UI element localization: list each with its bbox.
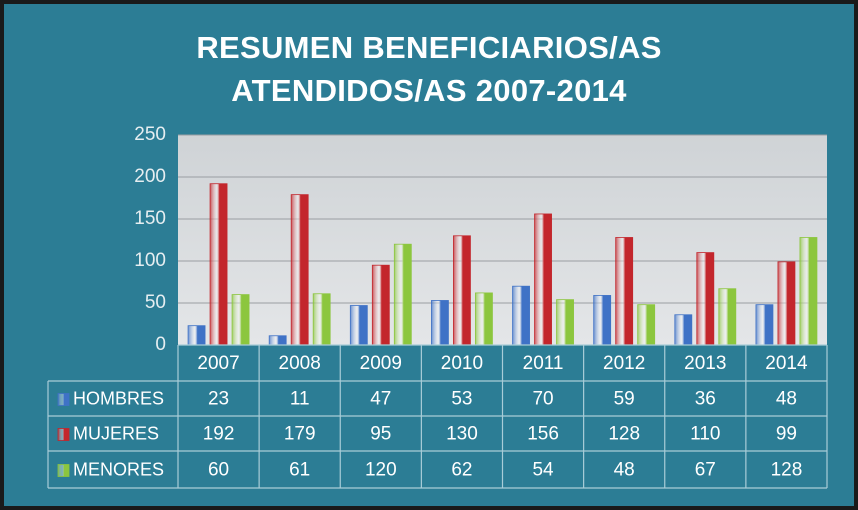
table-value: 61 bbox=[289, 460, 310, 481]
y-tick-label: 100 bbox=[134, 250, 166, 271]
bar bbox=[268, 335, 287, 346]
bar bbox=[475, 292, 493, 346]
bar bbox=[615, 237, 634, 346]
bar bbox=[556, 299, 574, 346]
bar bbox=[755, 304, 774, 346]
legend-label: HOMBRES bbox=[73, 388, 164, 408]
table-value: 67 bbox=[695, 460, 716, 481]
bar bbox=[593, 295, 612, 346]
table-value: 62 bbox=[451, 460, 472, 481]
table-value: 192 bbox=[203, 424, 235, 445]
x-tick-label: 2013 bbox=[684, 353, 726, 374]
x-tick-label: 2011 bbox=[523, 353, 564, 374]
bar bbox=[718, 288, 737, 346]
table-value: 99 bbox=[776, 424, 797, 445]
table-value: 53 bbox=[451, 389, 472, 410]
table-value: 36 bbox=[695, 389, 716, 410]
bar bbox=[209, 183, 228, 346]
table-value: 23 bbox=[208, 389, 229, 410]
table-value: 95 bbox=[370, 424, 391, 445]
bar bbox=[534, 213, 552, 346]
bar bbox=[349, 305, 368, 346]
bar bbox=[393, 243, 412, 346]
table-value: 110 bbox=[690, 424, 720, 445]
bar bbox=[674, 314, 693, 346]
x-tick-label: 2008 bbox=[279, 353, 321, 374]
bar bbox=[777, 261, 796, 346]
y-tick-label: 150 bbox=[134, 208, 166, 229]
table-value: 54 bbox=[532, 460, 554, 481]
bar bbox=[637, 304, 656, 346]
table-value: 48 bbox=[776, 389, 797, 410]
table-value: 70 bbox=[532, 389, 553, 410]
table-value: 120 bbox=[365, 460, 397, 481]
x-tick-label: 2010 bbox=[441, 353, 483, 374]
bar bbox=[453, 235, 471, 346]
table-value: 47 bbox=[370, 389, 391, 410]
bar bbox=[231, 294, 250, 346]
table-value: 130 bbox=[446, 424, 478, 445]
bar bbox=[431, 300, 449, 346]
x-tick-label: 2012 bbox=[603, 353, 645, 374]
bar bbox=[371, 264, 390, 346]
legend-label: MENORES bbox=[73, 459, 164, 479]
table-value: 156 bbox=[527, 424, 559, 445]
y-tick-label: 50 bbox=[145, 292, 166, 313]
bar bbox=[290, 194, 309, 346]
bar bbox=[187, 325, 206, 346]
x-tick-label: 2007 bbox=[197, 353, 239, 374]
legend-label: MUJERES bbox=[73, 423, 159, 443]
legend-key bbox=[57, 393, 70, 406]
table-value: 59 bbox=[614, 389, 635, 410]
x-tick-label: 2009 bbox=[360, 353, 402, 374]
table-value: 179 bbox=[284, 424, 316, 445]
chart-title: RESUMEN BENEFICIARIOS/AS ATENDIDOS/AS 20… bbox=[196, 30, 662, 108]
legend-key bbox=[57, 428, 70, 441]
bar bbox=[696, 252, 715, 346]
table-value: 48 bbox=[614, 460, 635, 481]
bar bbox=[312, 293, 331, 346]
table-value: 60 bbox=[208, 460, 229, 481]
y-tick-label: 250 bbox=[134, 124, 166, 145]
x-tick-label: 2014 bbox=[765, 353, 808, 374]
y-tick-label: 200 bbox=[134, 166, 166, 187]
bar bbox=[799, 237, 818, 346]
table-value: 128 bbox=[608, 424, 640, 445]
table-value: 11 bbox=[290, 389, 310, 410]
legend-key bbox=[57, 464, 70, 477]
table-value: 128 bbox=[771, 460, 803, 481]
bar bbox=[512, 285, 530, 346]
y-tick-label: 0 bbox=[155, 334, 166, 355]
